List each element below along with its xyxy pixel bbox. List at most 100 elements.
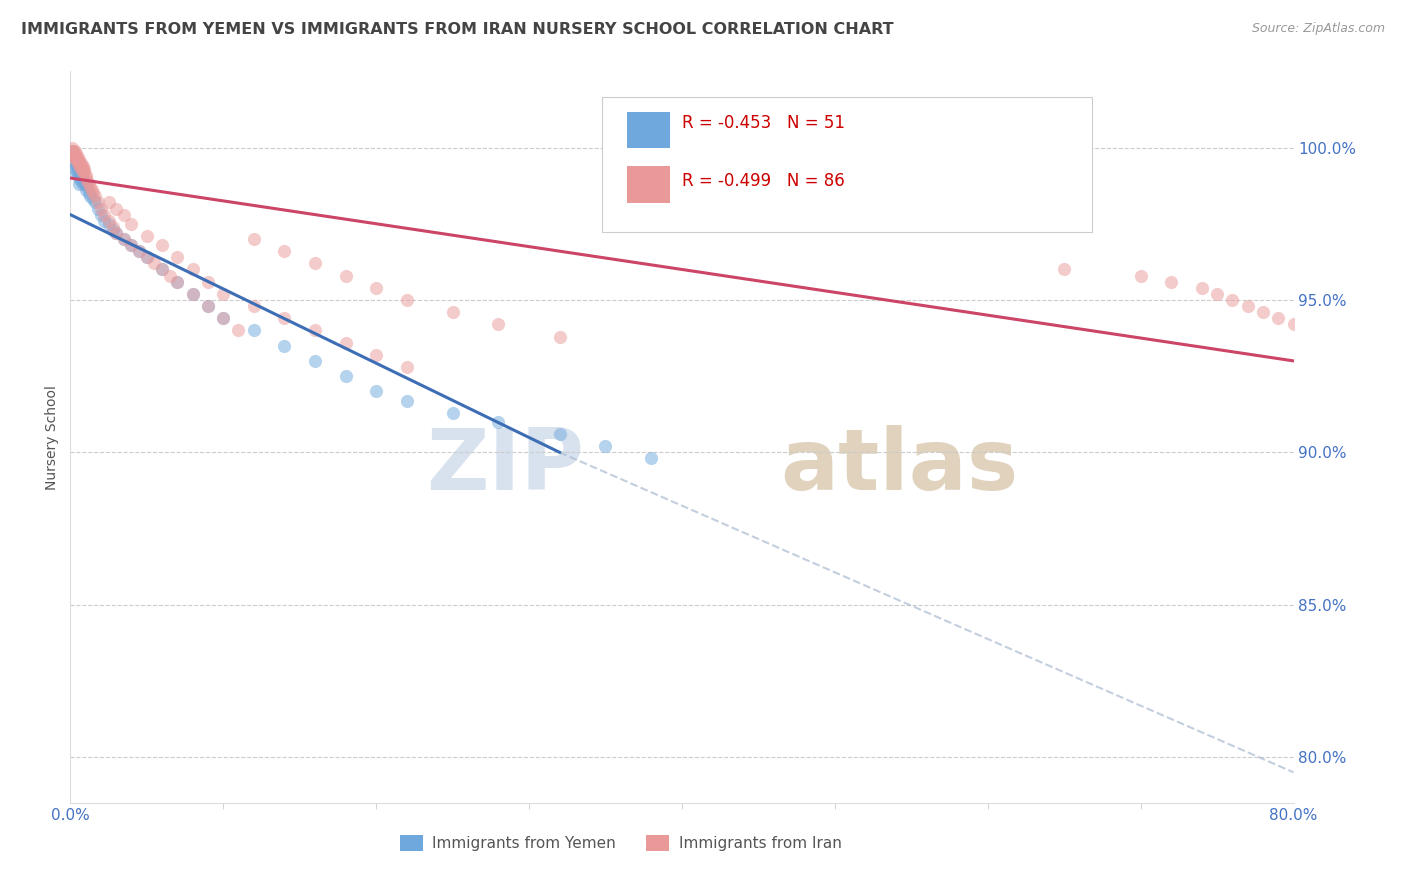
Point [72, 165, 94, 179]
Point [197, 299, 219, 313]
Point [105, 202, 128, 216]
Point [63, 161, 86, 176]
Point [69, 171, 91, 186]
Point [97, 213, 120, 227]
Point [335, 335, 357, 350]
Point [101, 219, 124, 234]
Point [105, 226, 128, 240]
Point [80, 183, 103, 197]
Point [335, 369, 357, 384]
Point [166, 275, 188, 289]
Text: R = -0.453   N = 51: R = -0.453 N = 51 [682, 113, 845, 131]
Point [441, 305, 464, 319]
Point [395, 293, 418, 307]
Text: R = -0.499   N = 86: R = -0.499 N = 86 [682, 172, 845, 190]
Point [75, 183, 97, 197]
Point [66, 168, 89, 182]
Point [548, 329, 571, 343]
Point [62, 146, 84, 161]
Point [62, 153, 84, 167]
Point [75, 177, 97, 191]
Point [97, 217, 120, 231]
Point [395, 359, 418, 374]
Point [1129, 268, 1152, 283]
Point [112, 232, 135, 246]
Point [101, 223, 124, 237]
Point [150, 262, 173, 277]
Point [66, 153, 89, 167]
Point [70, 161, 93, 176]
Y-axis label: Nursery School: Nursery School [45, 384, 59, 490]
Point [488, 415, 510, 429]
Point [65, 146, 87, 161]
FancyBboxPatch shape [627, 112, 669, 148]
Point [366, 281, 388, 295]
Point [93, 208, 115, 222]
Point [335, 268, 357, 283]
Point [273, 311, 295, 326]
Point [243, 299, 266, 313]
Point [243, 232, 266, 246]
Legend: Immigrants from Yemen, Immigrants from Iran: Immigrants from Yemen, Immigrants from I… [394, 830, 848, 857]
Point [197, 275, 219, 289]
Point [273, 244, 295, 259]
FancyBboxPatch shape [627, 167, 669, 203]
Point [70, 168, 93, 182]
Point [1220, 293, 1243, 307]
Point [304, 323, 326, 337]
Point [105, 226, 128, 240]
Point [1236, 299, 1258, 313]
Point [159, 268, 181, 283]
Point [90, 208, 112, 222]
Point [76, 174, 98, 188]
Point [72, 177, 94, 191]
Point [79, 180, 101, 194]
Text: ZIP: ZIP [426, 425, 583, 508]
Point [60, 144, 83, 158]
Point [488, 318, 510, 332]
Point [135, 250, 157, 264]
FancyBboxPatch shape [602, 97, 1091, 232]
Point [212, 311, 235, 326]
Point [63, 150, 86, 164]
Text: atlas: atlas [780, 425, 1018, 508]
Point [69, 165, 91, 179]
Point [1160, 275, 1182, 289]
Point [70, 155, 93, 169]
Point [87, 195, 110, 210]
Point [82, 193, 104, 207]
Point [121, 238, 143, 252]
Point [128, 244, 150, 259]
Point [77, 186, 100, 201]
Point [70, 174, 93, 188]
Point [304, 354, 326, 368]
Point [79, 189, 101, 203]
Point [228, 323, 250, 337]
Text: Source: ZipAtlas.com: Source: ZipAtlas.com [1251, 22, 1385, 36]
Point [395, 393, 418, 408]
Point [62, 150, 84, 164]
Point [69, 177, 91, 191]
Point [69, 159, 91, 173]
Point [63, 146, 86, 161]
Point [150, 262, 173, 277]
Point [243, 323, 266, 337]
Point [73, 165, 96, 179]
Point [143, 256, 166, 270]
Point [73, 174, 96, 188]
Point [273, 339, 295, 353]
Point [121, 238, 143, 252]
Point [60, 144, 83, 158]
Point [1053, 262, 1076, 277]
Text: IMMIGRANTS FROM YEMEN VS IMMIGRANTS FROM IRAN NURSERY SCHOOL CORRELATION CHART: IMMIGRANTS FROM YEMEN VS IMMIGRANTS FROM… [21, 22, 894, 37]
Point [70, 159, 93, 173]
Point [66, 155, 89, 169]
Point [366, 384, 388, 399]
Point [212, 311, 235, 326]
Point [72, 171, 94, 186]
Point [166, 275, 188, 289]
Point [112, 208, 135, 222]
Point [212, 286, 235, 301]
Point [128, 244, 150, 259]
Point [197, 299, 219, 313]
